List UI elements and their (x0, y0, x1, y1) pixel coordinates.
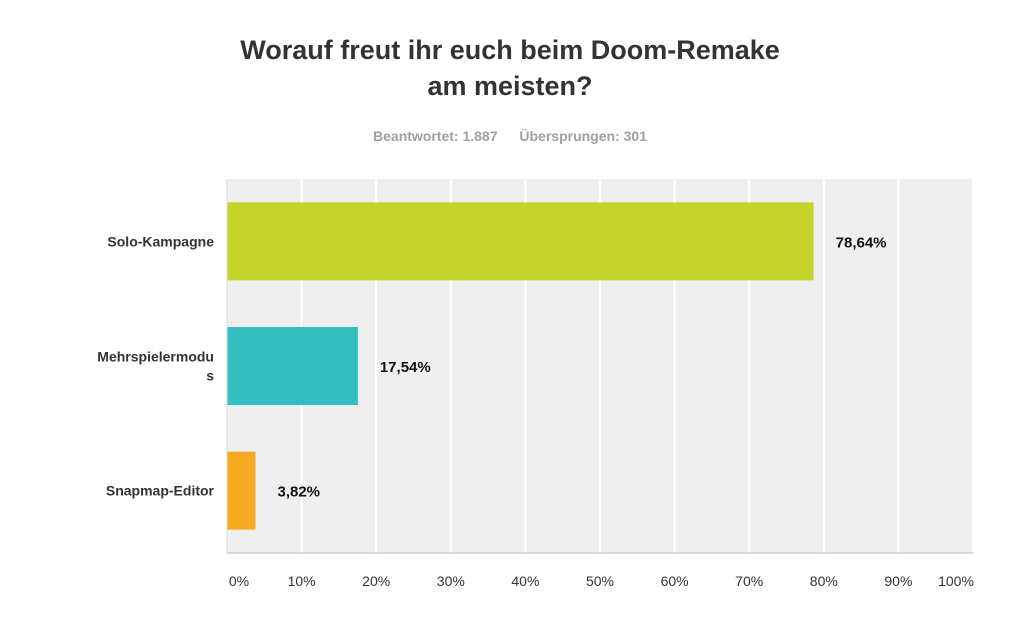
tick-label-40: 40% (511, 573, 539, 589)
tick-label-70: 70% (735, 573, 763, 589)
value-label-0: 78,64% (836, 234, 887, 251)
category-label-2-line-0: Snapmap-Editor (106, 483, 215, 499)
tick-label-20: 20% (362, 573, 390, 589)
value-label-2: 3,82% (277, 484, 320, 501)
bar-2 (227, 451, 256, 530)
response-stats: Beantwortet: 1.887 Übersprungen: 301 (0, 128, 1020, 144)
category-label-0: Solo-Kampagne (107, 233, 214, 249)
category-label-1: Mehrspielermodu s (97, 349, 214, 384)
skipped-count: Übersprungen: 301 (519, 128, 647, 144)
category-label-1-line-1: s (206, 368, 214, 384)
category-label-2: Snapmap-Editor (106, 483, 215, 499)
category-label-1-line-0: Mehrspielermodu (97, 349, 214, 365)
tick-label-10: 10% (288, 573, 316, 589)
tick-label-50: 50% (586, 573, 614, 589)
chart-title-line-2: am meisten? (427, 71, 593, 101)
tick-label-30: 30% (437, 573, 465, 589)
chart-title: Worauf freut ihr euch beim Doom-Remake a… (0, 32, 1020, 104)
tick-label-90: 90% (884, 573, 912, 589)
category-label-0-line-0: Solo-Kampagne (107, 233, 214, 249)
value-label-1: 17,54% (380, 359, 431, 376)
tick-label-0: 0% (229, 573, 249, 589)
answered-count: Beantwortet: 1.887 (373, 128, 498, 144)
bar-0 (227, 202, 814, 281)
tick-label-60: 60% (661, 573, 689, 589)
tick-label-100: 100% (938, 573, 974, 589)
tick-label-80: 80% (810, 573, 838, 589)
bar-1 (227, 327, 358, 405)
chart-title-line-1: Worauf freut ihr euch beim Doom-Remake (240, 35, 780, 65)
